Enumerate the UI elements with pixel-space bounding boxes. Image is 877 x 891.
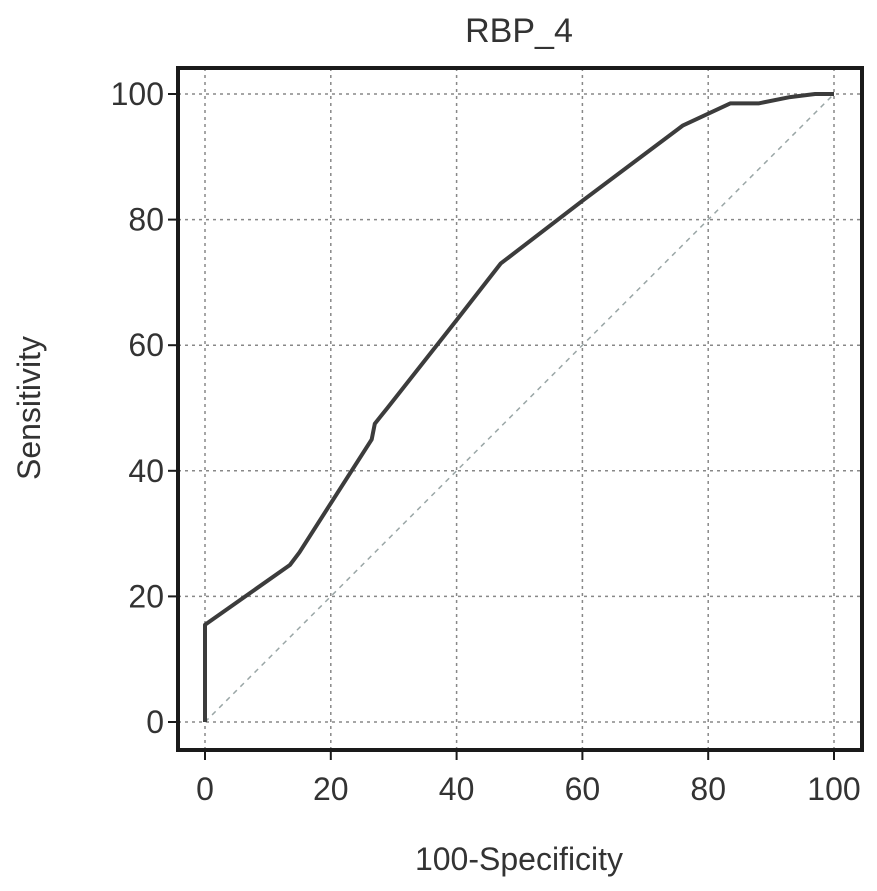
y-axis-ticks: 0 20 40 60 80 100 [111, 76, 178, 740]
y-tick-label: 80 [128, 202, 164, 238]
roc-curve [203, 92, 834, 722]
x-tick-label: 20 [313, 771, 349, 807]
x-tick-label: 40 [439, 771, 475, 807]
x-axis-label: 100-Specificity [415, 841, 623, 877]
reference-diagonal [204, 93, 835, 723]
x-axis-ticks: 0 20 40 60 80 100 [196, 750, 861, 807]
y-tick-label: 60 [128, 327, 164, 363]
y-tick-label: 20 [128, 578, 164, 614]
x-tick-label: 0 [196, 771, 214, 807]
grid [178, 68, 862, 750]
y-axis-label: Sensitivity [11, 336, 47, 480]
chart-title: RBP_4 [465, 12, 573, 50]
y-tick-label: 40 [128, 453, 164, 489]
x-tick-label: 100 [807, 771, 860, 807]
x-tick-label: 60 [565, 771, 601, 807]
y-tick-label: 100 [111, 76, 164, 112]
plot-frame [176, 66, 864, 752]
x-tick-label: 80 [690, 771, 726, 807]
y-tick-label: 0 [146, 704, 164, 740]
